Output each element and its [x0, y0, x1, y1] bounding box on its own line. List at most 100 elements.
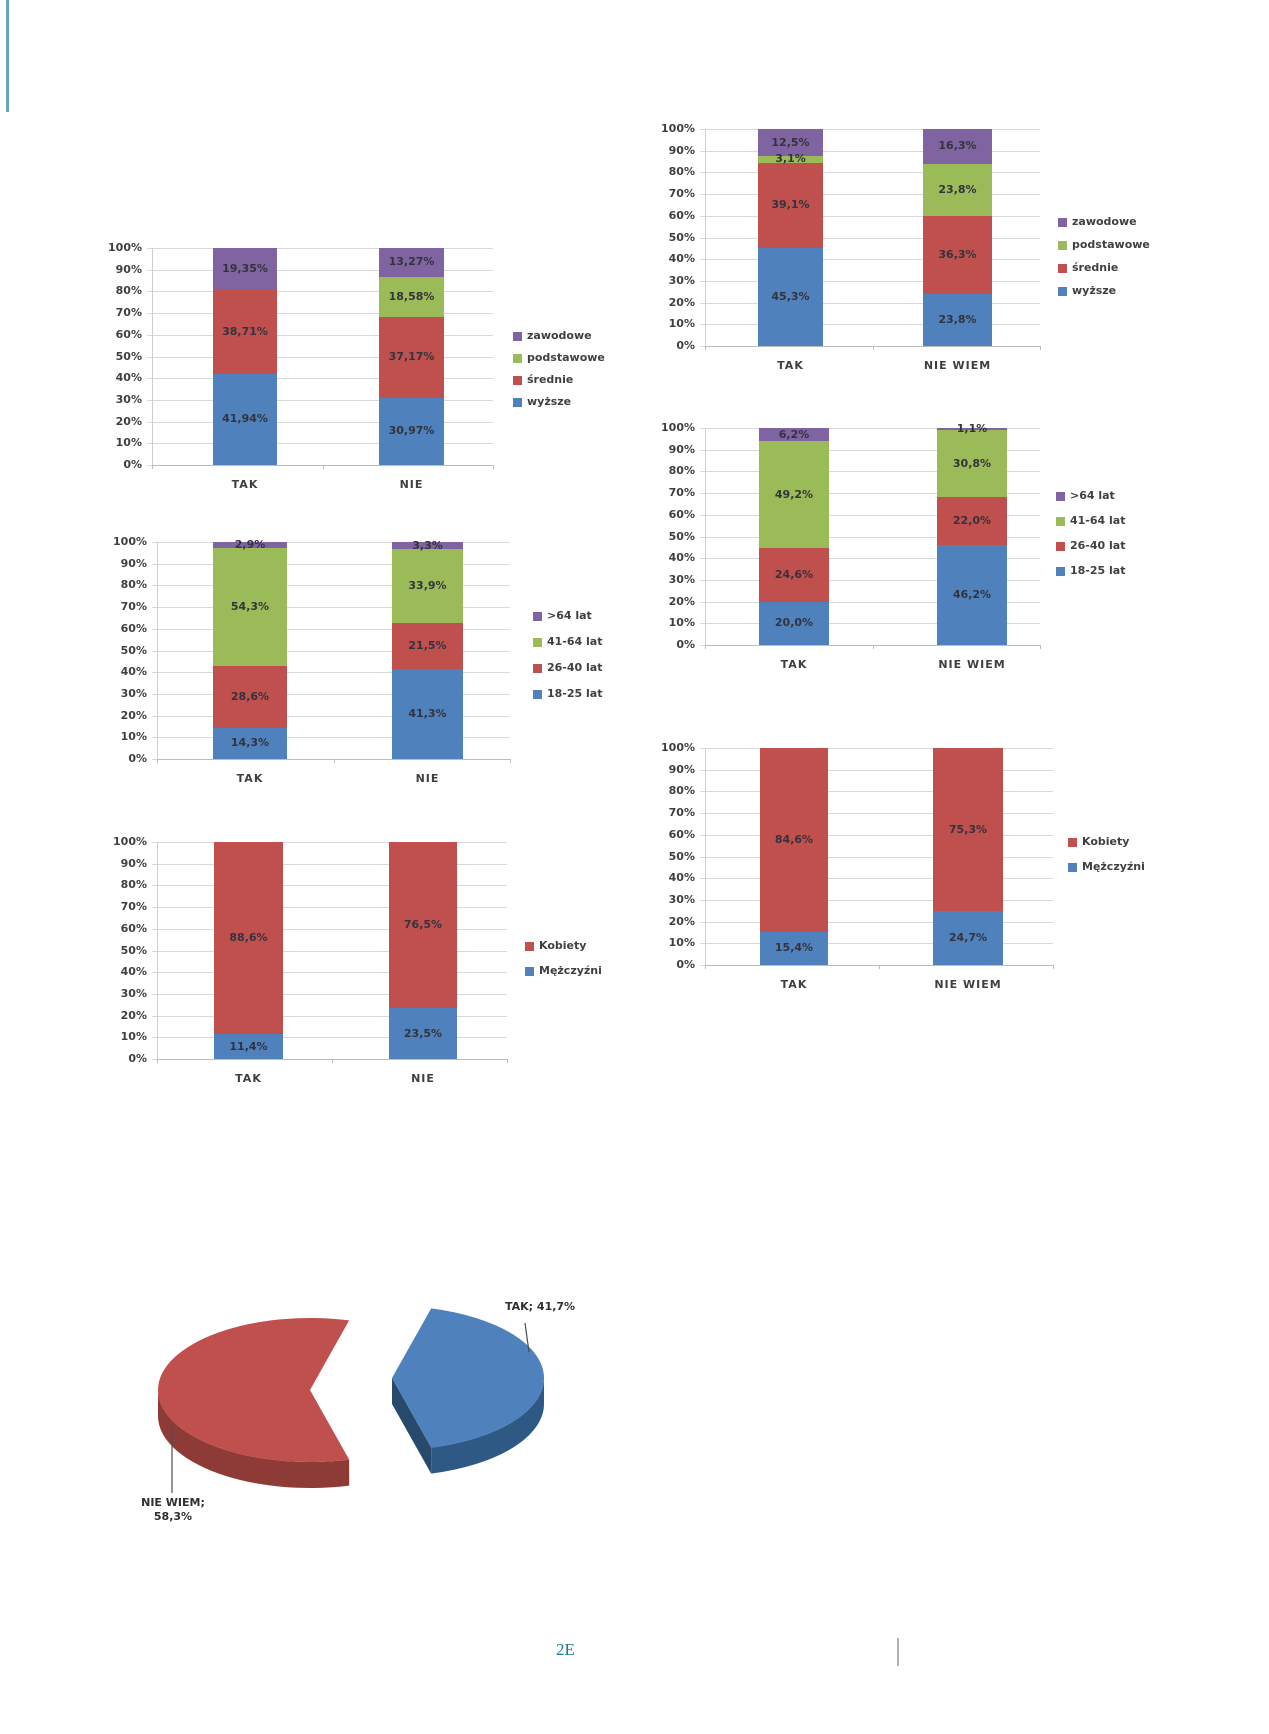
x-axis-tick [510, 759, 511, 763]
y-axis-tick-label: 0% [676, 958, 695, 971]
bar-segment-value: 38,71% [222, 324, 268, 338]
bar-segment-value: 24,7% [948, 931, 988, 945]
bar-segment-value: 16,3% [938, 139, 977, 153]
gridline [152, 863, 507, 865]
gridline [152, 907, 507, 909]
x-axis-tick [157, 1059, 158, 1063]
y-axis-tick-label: 90% [120, 556, 147, 570]
gridline [152, 563, 510, 565]
bar-segment-value: 37,17% [388, 350, 435, 364]
gridline [152, 693, 510, 695]
pie-slice-tak-side [431, 1378, 544, 1474]
y-axis-tick-label: 20% [120, 1008, 147, 1022]
y-axis-tick-label: 80% [668, 165, 695, 179]
bar-segment-value: 3,3% [412, 538, 443, 552]
bar-segment-Kobiety [389, 842, 457, 1008]
y-axis-tick-label: 100% [113, 835, 147, 848]
x-axis-tick [705, 965, 706, 969]
bar-segment-value: 84,6% [774, 832, 814, 846]
x-axis-tick [705, 346, 706, 350]
y-axis-tick-label: 100% [661, 122, 695, 135]
scan-artifact [6, 0, 9, 112]
bar-segment-value: 41,3% [408, 707, 447, 721]
y-axis-tick-label: 20% [120, 708, 147, 722]
x-axis-tick [1053, 965, 1054, 969]
legend-label: >64 lat [547, 609, 592, 622]
y-axis-tick-label: 0% [676, 638, 695, 651]
gridline [152, 928, 507, 930]
gridline [147, 356, 493, 358]
legend-label: Mężczyźni [1082, 860, 1145, 873]
gridline [700, 514, 1040, 516]
x-axis-tick [152, 465, 153, 469]
bar-segment-value: 20,0% [774, 616, 814, 630]
x-axis-category-label: NIE [415, 772, 440, 785]
bar-segment-value: 13,27% [388, 255, 435, 269]
legend-swatch-zawodowe [513, 332, 522, 341]
gridline [152, 885, 507, 887]
bar-segment-26-40 lat [759, 548, 829, 602]
gridline [700, 558, 1040, 560]
pie-leader-line-tak [524, 1322, 530, 1353]
gridline [152, 628, 510, 630]
y-axis-tick-label: 70% [115, 306, 142, 320]
legend-label: 41-64 lat [1070, 514, 1126, 527]
bar-segment-value: 39,1% [771, 198, 810, 212]
pie-slice-tak-cut-face [392, 1378, 432, 1474]
legend-swatch-zawodowe [1058, 218, 1067, 227]
y-axis-tick-label: 30% [120, 986, 147, 1000]
x-axis-category-label: NIE WIEM [938, 658, 1006, 671]
bar-segment-value: 24,6% [774, 567, 814, 581]
gridline [700, 769, 1053, 771]
legend-swatch->64 lat [533, 612, 542, 621]
y-axis-tick-label: 10% [668, 317, 695, 331]
gridline [700, 601, 1040, 603]
bar-segment-18-25 lat [759, 601, 829, 645]
x-axis-category-label: NIE WIEM [934, 978, 1002, 991]
bar-segment-zawodowe [213, 248, 277, 290]
y-axis-tick-label: 30% [668, 273, 695, 287]
x-axis-tick [157, 759, 158, 763]
gridline [152, 542, 510, 543]
y-axis-line [705, 129, 706, 346]
bar-segment->64 lat [213, 541, 287, 549]
bar-segment-value: 28,6% [230, 689, 270, 703]
y-axis-tick-label: 60% [668, 208, 695, 222]
gridline [152, 1015, 507, 1017]
y-axis-tick-label: 70% [668, 187, 695, 201]
y-axis-line [157, 542, 158, 759]
x-axis-category-label: NIE [411, 1072, 435, 1085]
y-axis-tick-label: 30% [668, 572, 695, 586]
legend-label: średnie [527, 373, 574, 386]
x-axis-tick [872, 645, 874, 649]
legend-label: średnie [1072, 261, 1119, 274]
bar-segment-value: 1,1% [956, 421, 988, 435]
y-axis-tick-label: 20% [668, 914, 695, 928]
gridline [147, 291, 493, 293]
y-axis-tick-label: 50% [668, 529, 695, 543]
bar-segment-value: 36,3% [938, 247, 977, 261]
gridline [700, 237, 1040, 239]
gridline [700, 150, 1040, 152]
legend-label: zawodowe [1072, 215, 1137, 228]
bar-segment-zawodowe [379, 248, 444, 277]
gridline [700, 449, 1040, 451]
bar-segment-value: 49,2% [774, 487, 814, 501]
x-axis-tick [1040, 645, 1041, 649]
x-axis-tick [493, 465, 494, 469]
bar-segment-Kobiety [760, 748, 828, 932]
legend-label: >64 lat [1070, 489, 1115, 502]
x-axis-tick [705, 645, 706, 649]
gridline [700, 302, 1040, 304]
y-axis-tick-label: 30% [115, 392, 142, 406]
bar-segment-value: 19,35% [222, 261, 268, 275]
y-axis-tick-label: 100% [661, 421, 695, 434]
bar-segment-value: 2,9% [234, 537, 266, 551]
gridline [147, 269, 493, 271]
gridline [152, 842, 507, 843]
y-axis-tick-label: 70% [120, 600, 147, 614]
gridline [147, 443, 493, 445]
bar-segment-Kobiety [933, 748, 1003, 912]
legend-swatch-podstawowe [1058, 241, 1067, 250]
bar-segment-value: 3,1% [775, 152, 806, 166]
